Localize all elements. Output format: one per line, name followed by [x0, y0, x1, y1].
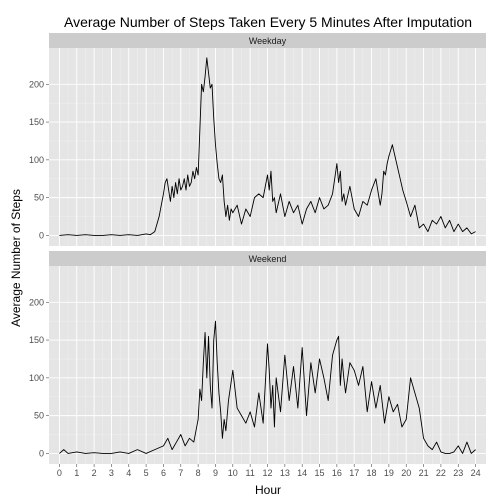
- x-axis-title: Hour: [255, 483, 281, 497]
- facet-strip: [49, 251, 486, 266]
- x-tick-label: 24: [471, 468, 481, 478]
- x-tick-label: 11: [245, 468, 254, 478]
- x-tick-label: 17: [349, 468, 359, 478]
- y-tick-label: 50: [34, 193, 44, 203]
- x-tick-label: 0: [57, 468, 62, 478]
- x-tick-label: 23: [453, 468, 463, 478]
- x-tick-label: 22: [436, 468, 446, 478]
- x-tick-label: 6: [161, 468, 166, 478]
- y-tick-label: 0: [39, 448, 44, 458]
- y-tick-label: 200: [29, 79, 44, 89]
- y-tick-label: 200: [29, 297, 44, 307]
- x-tick-label: 4: [126, 468, 131, 478]
- x-tick-label: 16: [332, 468, 342, 478]
- y-tick-label: 50: [34, 411, 44, 421]
- series-line-weekend: [59, 320, 476, 454]
- x-tick-label: 18: [367, 468, 377, 478]
- panel-weekday: Weekday 0 50 100 150 200: [29, 33, 486, 246]
- x-tick-label: 21: [419, 468, 429, 478]
- x-tick-label: 8: [196, 468, 201, 478]
- panel-weekend: Weekend 0 50 100 150 200: [29, 251, 486, 464]
- x-tick-label: 9: [213, 468, 218, 478]
- x-tick-label: 19: [384, 468, 394, 478]
- y-tick-label: 0: [39, 230, 44, 240]
- x-tick-label: 3: [109, 468, 114, 478]
- series-line-weekday: [59, 57, 476, 236]
- chart-title: Average Number of Steps Taken Every 5 Mi…: [64, 14, 472, 30]
- x-tick-label: 12: [262, 468, 272, 478]
- x-tick-label: 1: [74, 468, 79, 478]
- panels-layer: Weekday 0 50 100 150 200 Weekend 0 50 100 150 200 0 1…: [29, 33, 486, 478]
- x-tick-label: 10: [228, 468, 238, 478]
- facet-strip-label: Weekday: [249, 36, 287, 46]
- y-tick-label: 100: [29, 373, 44, 383]
- facet-strip: [49, 33, 486, 48]
- x-tick-label: 14: [297, 468, 307, 478]
- y-tick-label: 150: [29, 117, 44, 127]
- x-tick-label: 5: [144, 468, 149, 478]
- x-tick-label: 2: [92, 468, 97, 478]
- x-tick-label: 7: [178, 468, 183, 478]
- x-tick-label: 13: [280, 468, 290, 478]
- x-tick-label: 20: [401, 468, 411, 478]
- facet-strip-label: Weekend: [249, 254, 287, 264]
- y-tick-label: 150: [29, 335, 44, 345]
- y-axis-title: Average Number of Steps: [9, 189, 23, 327]
- y-tick-label: 100: [29, 155, 44, 165]
- x-tick-label: 15: [315, 468, 325, 478]
